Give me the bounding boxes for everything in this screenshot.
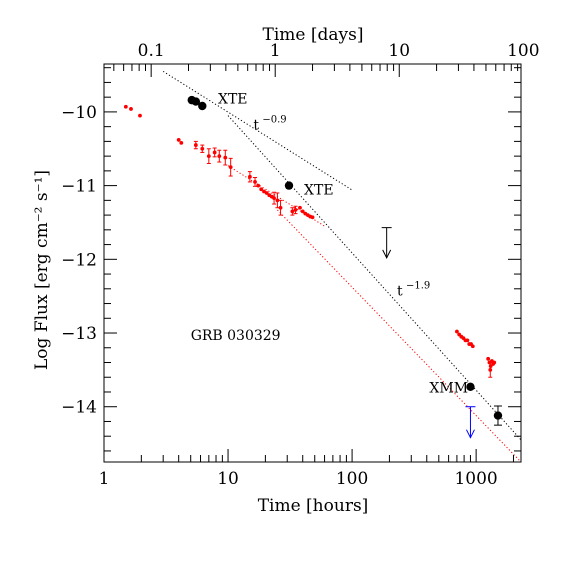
slope-exponent: −0.9 (262, 114, 286, 125)
red-data-point (465, 338, 470, 343)
red-data-point (200, 146, 205, 151)
y-axis-title: Log Flux [erg cm⁻² s⁻¹] (32, 170, 52, 370)
slope-label: t (253, 117, 259, 133)
x-tick-label: 1 (99, 469, 110, 489)
red-data-point (300, 209, 305, 214)
upper-limit-arrowhead (466, 429, 475, 439)
axis-ticks (103, 64, 521, 462)
red-data-point (470, 344, 475, 349)
red-data-point (310, 215, 315, 220)
red-data-point (492, 360, 497, 365)
red-data-point (223, 155, 228, 160)
data-points (123, 95, 503, 426)
red-data-point (486, 356, 491, 361)
slope-label: t (397, 283, 403, 299)
red-data-point (264, 191, 269, 195)
black-data-point (493, 411, 503, 420)
slope-exponent: −1.9 (406, 280, 430, 291)
red-data-point (253, 180, 257, 184)
black-data-point (191, 97, 201, 106)
x2-tick-label: 100 (507, 41, 539, 61)
y-tick-label: −13 (61, 324, 97, 344)
red-data-point (278, 205, 283, 210)
x2-tick-label: 1 (270, 41, 281, 61)
red-data-point (275, 198, 280, 203)
upper-limit-arrowhead (382, 249, 392, 259)
annotation-label: XMM (429, 381, 468, 397)
red-data-point (206, 154, 211, 159)
red-data-point (488, 367, 493, 372)
x-tick-label: 1000 (454, 469, 497, 489)
x2-tick-label: 0.1 (138, 41, 165, 61)
fit-line-2 (227, 115, 522, 441)
plot-border (103, 63, 522, 463)
y-tick-label: −12 (61, 250, 97, 270)
red-data-point (290, 209, 295, 214)
red-data-point (129, 107, 133, 111)
red-data-point (176, 138, 181, 142)
annotation-label: XTE (304, 182, 334, 198)
red-data-point (212, 150, 217, 155)
upper-limits (381, 227, 476, 439)
red-data-point (293, 208, 298, 212)
black-data-point (198, 101, 207, 111)
black-data-point (466, 382, 475, 392)
red-data-point (256, 183, 261, 188)
red-data-point (123, 104, 128, 109)
x-tick-label: 100 (336, 469, 368, 489)
red-data-point (217, 154, 222, 159)
x2-tick-label: 10 (388, 41, 410, 61)
plot-frame (103, 63, 522, 463)
black-data-point (284, 181, 294, 190)
y-tick-label: −11 (61, 177, 97, 197)
fit-line-4 (277, 209, 522, 463)
x-axis-title: Time [hours] (258, 496, 369, 516)
x-tick-label: 10 (217, 469, 239, 489)
red-data-point (272, 196, 276, 201)
red-data-point (138, 113, 142, 118)
x2-axis-title: Time [days] (263, 25, 364, 45)
annotation-label: XTE (218, 92, 248, 108)
red-data-point (259, 187, 264, 192)
red-data-point (247, 174, 252, 179)
annotation-label: GRB 030329 (191, 328, 281, 344)
red-data-point (298, 205, 302, 210)
red-data-point (193, 143, 198, 147)
y-tick-label: −14 (61, 398, 97, 418)
tick-labels: 1 10 100 1000 0.1 1 10 100 −10 −11 −12 −13 −14 (61, 41, 539, 489)
red-data-point (179, 140, 184, 145)
fit-lines (162, 70, 522, 463)
y-tick-label: −10 (61, 103, 97, 123)
red-data-point (455, 329, 459, 334)
red-data-point (228, 165, 233, 170)
